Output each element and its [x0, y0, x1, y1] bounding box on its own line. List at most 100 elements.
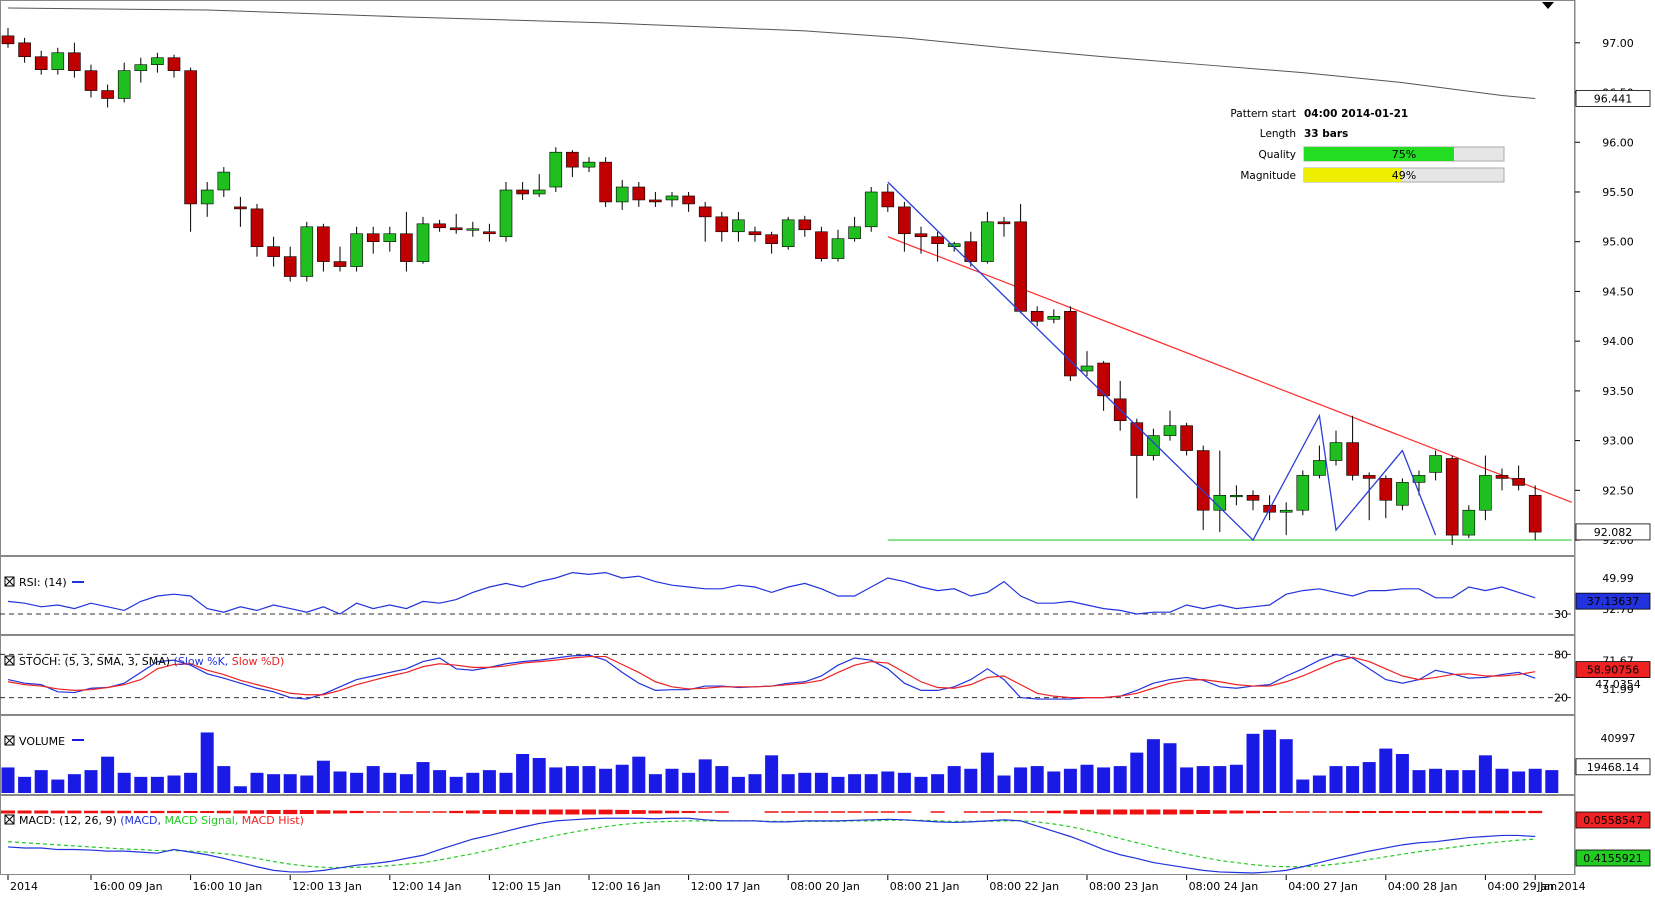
macd-hist-bar — [1030, 811, 1045, 813]
macd-hist-bar — [963, 811, 978, 813]
stoch-tick-label: 31.99 — [1602, 683, 1634, 696]
macd-hist-bar — [1229, 810, 1244, 814]
candle-body — [1147, 435, 1160, 456]
scroll-marker-icon[interactable] — [1542, 2, 1554, 9]
magnitude-bar-fill — [1304, 168, 1402, 182]
axis-layer: 97.0096.5096.0095.5095.0094.5094.0093.50… — [7, 37, 1651, 893]
macd-hist-bar — [183, 811, 198, 813]
volume-bar — [1080, 764, 1094, 793]
volume-bar — [682, 772, 696, 793]
macd-hist-bar — [1511, 810, 1526, 814]
candle-body — [1, 35, 15, 45]
macd-legend-1: (MACD, — [120, 814, 161, 827]
price-tick-label: 94.00 — [1602, 335, 1634, 348]
volume-bar — [997, 775, 1011, 793]
macd-hist-bar — [1196, 810, 1211, 814]
candle-body — [1196, 450, 1210, 511]
volume-bar — [549, 767, 563, 793]
volume-bar — [1213, 766, 1227, 793]
volume-bar — [848, 774, 862, 793]
volume-bar — [134, 776, 148, 793]
volume-bar — [565, 766, 579, 793]
candle-body — [267, 246, 280, 257]
candle-body — [665, 195, 679, 201]
macd-hist-bar — [499, 809, 513, 815]
volume-bar — [1495, 768, 1509, 793]
volume-bar — [416, 762, 430, 793]
volume-bar — [1379, 748, 1393, 793]
candle-body — [881, 191, 895, 208]
macd-hist-bar — [1312, 811, 1327, 813]
macd-hist-pill-box — [1575, 811, 1651, 829]
volume-bar — [1097, 767, 1111, 793]
volume-bar — [765, 755, 779, 793]
candle-body — [682, 195, 695, 205]
macd-hist-bar — [631, 810, 646, 814]
macd-hist-bar — [565, 809, 580, 815]
macd-hist-bar — [50, 810, 65, 814]
macd-hist-bar — [465, 810, 480, 814]
volume-bar — [1346, 766, 1360, 793]
candle-body — [1379, 478, 1393, 501]
volume-bar — [250, 772, 264, 793]
volume-bar — [1014, 767, 1028, 793]
time-tick-label: 04:00 27 Jan — [1288, 880, 1358, 893]
macd-hist-bar — [1063, 810, 1078, 814]
volume-bar — [1030, 766, 1044, 793]
volume-bar — [399, 774, 413, 793]
candle-body — [466, 228, 480, 231]
volume-bar — [947, 766, 961, 793]
macd-hist-bar — [366, 811, 381, 813]
candle-body — [981, 221, 994, 262]
macd-hist-bar — [930, 811, 945, 813]
macd-hist-bar — [997, 811, 1011, 813]
length-label: Length — [1260, 128, 1296, 140]
candle-body — [599, 161, 612, 203]
candle-body — [1213, 495, 1227, 511]
volume-bar — [831, 776, 845, 793]
price-tick-label: 93.00 — [1602, 435, 1634, 448]
macd-hist-bar — [216, 810, 231, 814]
macd-hist-bar — [1212, 810, 1227, 814]
volume-bar — [748, 774, 762, 793]
macd-hist-bar — [1179, 809, 1194, 815]
volume-bar — [300, 775, 314, 793]
candle-body — [698, 206, 712, 218]
candle-body — [1230, 495, 1243, 498]
candle-body — [831, 238, 845, 259]
macd-legend-3: MACD Hist) — [242, 814, 304, 827]
ma-value-pill-text: 96.441 — [1594, 92, 1633, 105]
macd-hist-bar — [283, 809, 298, 815]
macd-hist-bar — [1461, 810, 1476, 814]
volume-bar — [316, 760, 330, 793]
volume-bar — [864, 774, 878, 793]
rsi-level-label: 30 — [1554, 608, 1568, 621]
candle-body — [34, 56, 48, 70]
candle-body — [549, 151, 563, 188]
candle-body — [914, 233, 928, 238]
macd-hist-bar — [714, 811, 729, 813]
price-tick-label: 94.50 — [1602, 285, 1634, 298]
volume-bar — [814, 772, 828, 793]
macd-hist-bar — [615, 809, 630, 815]
macd-hist-bar — [897, 811, 912, 813]
rsi-line — [7, 571, 1536, 615]
macd-hist-bar — [1528, 810, 1543, 814]
volume-bar — [1, 767, 15, 793]
time-tick-label: 08:00 21 Jan — [890, 880, 960, 893]
rsi-value-pill-box — [1575, 592, 1651, 610]
candle-body — [898, 206, 911, 235]
quality-value: 75% — [1392, 148, 1416, 161]
ma-value-pill-box — [1575, 89, 1651, 107]
macd-hist-bar — [449, 810, 464, 814]
macd-hist-bar — [698, 811, 713, 813]
rsi-close-x2 — [4, 576, 15, 587]
macd-hist-bar — [1146, 809, 1161, 815]
resistance-trend-line — [887, 236, 1573, 503]
volume-bar — [1395, 753, 1409, 793]
macd-hist-bar — [582, 809, 596, 815]
macd-hist-bar — [34, 810, 49, 814]
macd-hist-bar — [1395, 811, 1410, 813]
volume-bar — [267, 774, 281, 793]
